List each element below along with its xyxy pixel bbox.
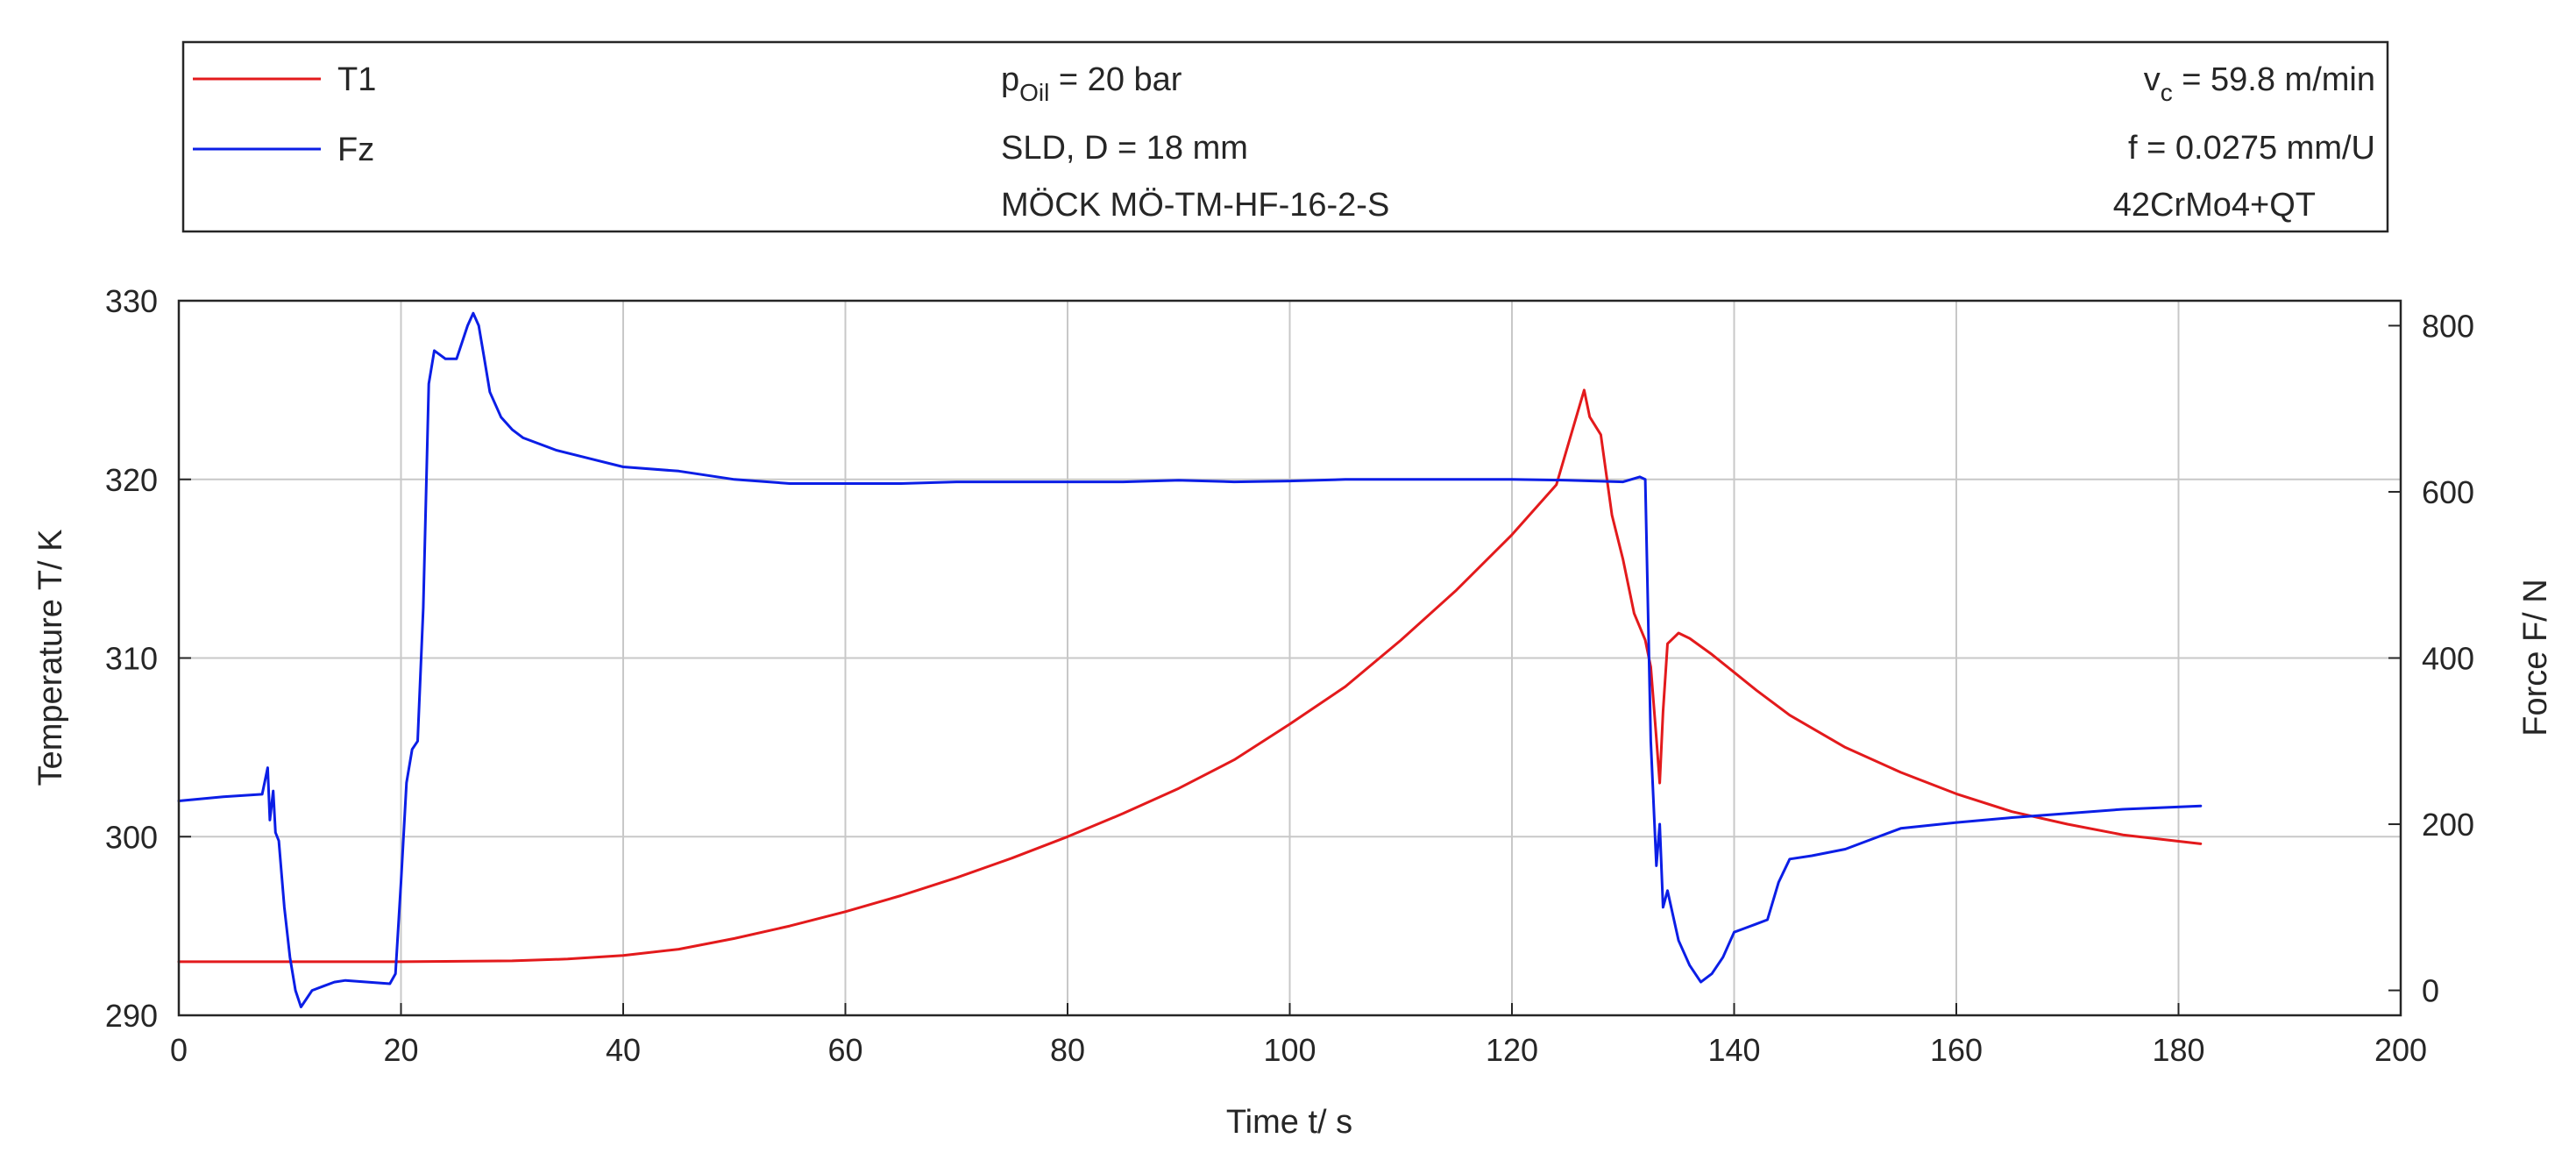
grid: [179, 301, 2401, 1015]
y-left-tick-label: 290: [105, 998, 158, 1034]
x-axis-label: Time t/ s: [1226, 1104, 1352, 1141]
material-label: 42CrMo4+QT: [2113, 187, 2316, 224]
x-tick-label: 160: [1930, 1032, 1983, 1068]
y-left-axis-label: Temperature T/ K: [32, 530, 69, 786]
y-right-tick-label: 400: [2422, 641, 2474, 677]
tool-name: MÖCK MÖ-TM-HF-16-2-S: [1001, 187, 1389, 224]
cutting-speed-label: vc = 59.8 m/min: [2144, 61, 2375, 106]
x-tick-label: 60: [827, 1032, 862, 1068]
legend-frame: [181, 40, 2389, 233]
y-left-axis-ticks: 290 300 310 320 330: [105, 283, 191, 1034]
y-right-tick-label: 600: [2422, 474, 2474, 510]
oil-pressure-label: pOil = 20 bar: [1001, 61, 1182, 106]
y-left-tick-label: 300: [105, 819, 158, 855]
y-left-tick-label: 310: [105, 641, 158, 677]
tool-line: SLD, D = 18 mm: [1001, 130, 1248, 167]
x-tick-label: 80: [1050, 1032, 1085, 1068]
y-right-axis-ticks: 0 200 400 600 800: [2388, 308, 2474, 1009]
x-tick-label: 40: [606, 1032, 641, 1068]
feed-label: f = 0.0275 mm/U: [2128, 130, 2375, 167]
series-line-t1: [177, 388, 2203, 964]
legend-label-fz: Fz: [337, 132, 374, 168]
y-right-tick-label: 200: [2422, 807, 2474, 843]
x-tick-label: 100: [1263, 1032, 1316, 1068]
x-tick-label: 0: [170, 1032, 188, 1068]
series-layer: [177, 311, 2203, 1008]
y-left-tick-label: 330: [105, 283, 158, 319]
y-right-tick-label: 0: [2422, 973, 2439, 1009]
x-tick-label: 120: [1486, 1032, 1538, 1068]
legend-box: T1 Fz pOil = 20 bar SLD, D = 18 mm MÖCK …: [181, 40, 2389, 233]
y-right-axis-label: Force F/ N: [2517, 579, 2554, 736]
y-left-tick-label: 320: [105, 462, 158, 498]
x-tick-label: 140: [1707, 1032, 1760, 1068]
x-axis-ticks: 0 20 40 60 80 100 120 140 160 180 200: [170, 1003, 2427, 1068]
legend-label-t1: T1: [337, 61, 376, 98]
y-right-tick-label: 800: [2422, 308, 2474, 344]
series-line-fz: [177, 311, 2203, 1008]
x-tick-label: 20: [383, 1032, 418, 1068]
x-tick-label: 180: [2152, 1032, 2204, 1068]
x-tick-label: 200: [2374, 1032, 2427, 1068]
